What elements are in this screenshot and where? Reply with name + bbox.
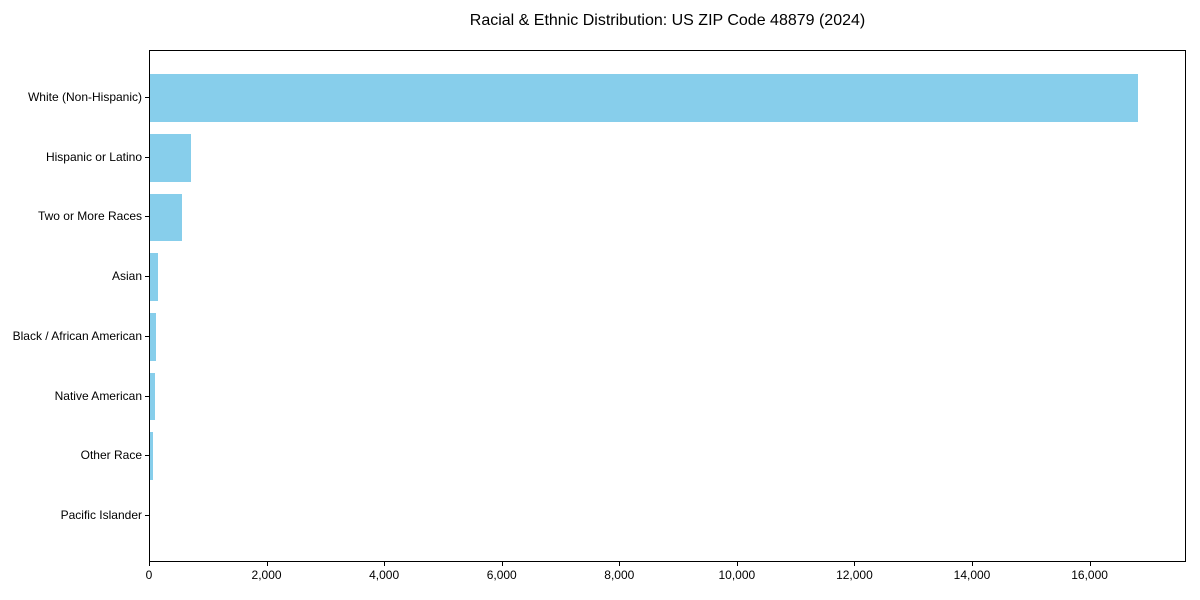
bar-two-or-more-races [150,193,183,242]
y-tick-label-pacific-islander: Pacific Islander [60,507,142,522]
x-tick-label-8000: 8,000 [604,568,635,582]
y-tick-label-other-race: Other Race [80,448,142,463]
y-tick-mark [145,514,149,516]
y-tick-label-black-african-american: Black / African American [12,328,142,343]
y-tick-mark [145,276,149,278]
bar-native-american [150,372,156,421]
y-tick-mark [145,97,149,99]
y-tick-label-native-american: Native American [54,388,142,403]
y-tick-mark [145,455,149,457]
x-tick-mark [736,562,738,566]
y-tick-label-hispanic-or-latino: Hispanic or Latino [45,149,142,164]
x-tick-label-4000: 4,000 [369,568,400,582]
x-tick-mark [149,562,150,566]
x-tick-label-0: 0 [145,568,153,582]
x-tick-mark [972,562,974,566]
x-tick-label-2000: 2,000 [251,568,282,582]
y-tick-mark [145,395,149,397]
x-tick-mark [266,562,268,566]
chart-title: Racial & Ethnic Distribution: US ZIP Cod… [469,12,866,29]
y-tick-label-white-non-hispanic: White (Non-Hispanic) [27,90,142,105]
x-tick-label-10000: 10,000 [718,568,756,582]
plot-area [149,50,1186,562]
y-tick-label-asian: Asian [111,269,142,284]
y-tick-mark [145,156,149,158]
y-tick-mark [145,216,149,218]
x-tick-mark [1089,562,1091,566]
x-tick-mark [854,562,856,566]
x-tick-mark [619,562,621,566]
x-tick-label-6000: 6,000 [486,568,517,582]
x-tick-label-14000: 14,000 [953,568,991,582]
bar-white-non-hispanic [150,74,1138,122]
bar-other-race [150,432,153,481]
y-tick-label-two-or-more-races: Two or More Races [37,209,142,224]
bar-black-african-american [150,312,156,361]
x-tick-mark [384,562,386,566]
bar-asian [150,253,158,302]
x-tick-label-12000: 12,000 [836,568,873,582]
bar-hispanic-or-latino [150,133,192,182]
x-tick-mark [501,562,503,566]
y-tick-mark [145,335,149,337]
x-tick-label-16000: 16,000 [1071,568,1108,582]
